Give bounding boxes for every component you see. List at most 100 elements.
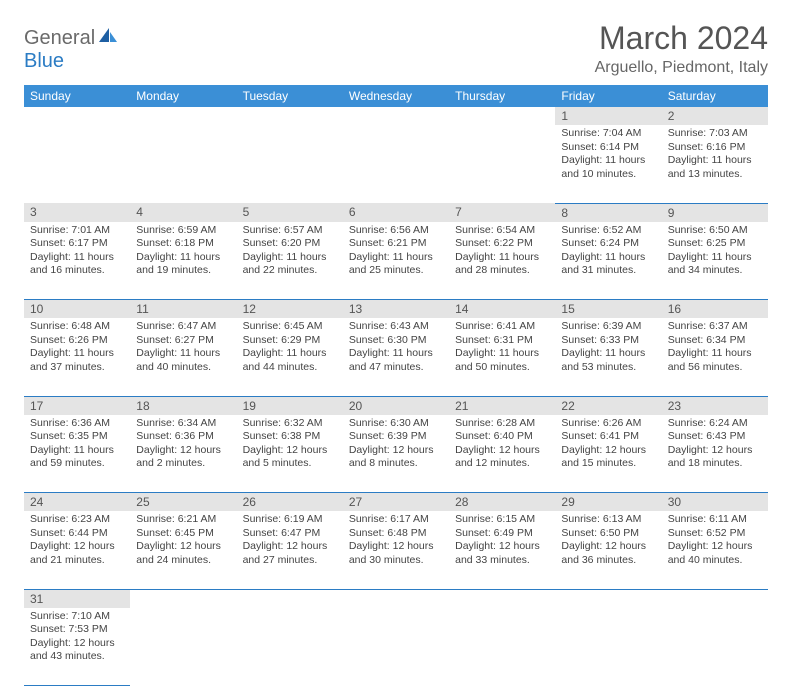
day-details: Sunrise: 6:32 AMSunset: 6:38 PMDaylight:… <box>237 415 343 476</box>
day-content-cell <box>237 608 343 686</box>
day-details: Sunrise: 6:37 AMSunset: 6:34 PMDaylight:… <box>662 318 768 379</box>
day-content-cell: Sunrise: 6:37 AMSunset: 6:34 PMDaylight:… <box>662 318 768 396</box>
day-number-cell: 26 <box>237 493 343 512</box>
day-content-cell: Sunrise: 6:57 AMSunset: 6:20 PMDaylight:… <box>237 222 343 300</box>
day-number-cell: 24 <box>24 493 130 512</box>
day-number-cell: 13 <box>343 300 449 319</box>
day-details: Sunrise: 6:45 AMSunset: 6:29 PMDaylight:… <box>237 318 343 379</box>
day-details: Sunrise: 6:13 AMSunset: 6:50 PMDaylight:… <box>555 511 661 572</box>
brand-text: GeneralBlue <box>24 26 119 73</box>
day-number-cell: 31 <box>24 589 130 608</box>
day-details: Sunrise: 6:28 AMSunset: 6:40 PMDaylight:… <box>449 415 555 476</box>
day-content-cell <box>449 125 555 203</box>
day-content-cell: Sunrise: 6:34 AMSunset: 6:36 PMDaylight:… <box>130 415 236 493</box>
weekday-header: Tuesday <box>237 85 343 107</box>
day-content-cell: Sunrise: 6:21 AMSunset: 6:45 PMDaylight:… <box>130 511 236 589</box>
day-content-cell: Sunrise: 6:43 AMSunset: 6:30 PMDaylight:… <box>343 318 449 396</box>
day-content-cell: Sunrise: 7:04 AMSunset: 6:14 PMDaylight:… <box>555 125 661 203</box>
day-content-cell: Sunrise: 6:52 AMSunset: 6:24 PMDaylight:… <box>555 222 661 300</box>
day-details: Sunrise: 6:54 AMSunset: 6:22 PMDaylight:… <box>449 222 555 283</box>
day-number-cell <box>343 107 449 125</box>
day-content-cell: Sunrise: 6:11 AMSunset: 6:52 PMDaylight:… <box>662 511 768 589</box>
day-content-cell: Sunrise: 6:13 AMSunset: 6:50 PMDaylight:… <box>555 511 661 589</box>
day-number-cell: 21 <box>449 396 555 415</box>
day-number-cell <box>555 589 661 608</box>
day-details: Sunrise: 6:57 AMSunset: 6:20 PMDaylight:… <box>237 222 343 283</box>
day-number-cell <box>449 107 555 125</box>
day-details: Sunrise: 6:36 AMSunset: 6:35 PMDaylight:… <box>24 415 130 476</box>
day-number-cell: 4 <box>130 203 236 222</box>
day-details: Sunrise: 6:56 AMSunset: 6:21 PMDaylight:… <box>343 222 449 283</box>
daynum-row: 10111213141516 <box>24 300 768 319</box>
day-content-cell <box>343 608 449 686</box>
day-content-cell: Sunrise: 6:15 AMSunset: 6:49 PMDaylight:… <box>449 511 555 589</box>
page-title: March 2024 <box>595 20 768 57</box>
day-content-cell: Sunrise: 7:03 AMSunset: 6:16 PMDaylight:… <box>662 125 768 203</box>
day-details: Sunrise: 6:17 AMSunset: 6:48 PMDaylight:… <box>343 511 449 572</box>
day-number-cell: 5 <box>237 203 343 222</box>
day-details: Sunrise: 6:47 AMSunset: 6:27 PMDaylight:… <box>130 318 236 379</box>
weekday-header: Monday <box>130 85 236 107</box>
day-number-cell <box>130 589 236 608</box>
weekday-header: Saturday <box>662 85 768 107</box>
day-content-cell <box>555 608 661 686</box>
day-number-cell: 27 <box>343 493 449 512</box>
weekday-header: Wednesday <box>343 85 449 107</box>
day-number-cell: 12 <box>237 300 343 319</box>
day-details: Sunrise: 7:04 AMSunset: 6:14 PMDaylight:… <box>555 125 661 186</box>
day-details: Sunrise: 6:48 AMSunset: 6:26 PMDaylight:… <box>24 318 130 379</box>
day-content-cell: Sunrise: 6:56 AMSunset: 6:21 PMDaylight:… <box>343 222 449 300</box>
day-number-cell: 9 <box>662 203 768 222</box>
day-number-cell: 10 <box>24 300 130 319</box>
day-number-cell: 23 <box>662 396 768 415</box>
day-details: Sunrise: 6:30 AMSunset: 6:39 PMDaylight:… <box>343 415 449 476</box>
day-content-cell: Sunrise: 7:01 AMSunset: 6:17 PMDaylight:… <box>24 222 130 300</box>
day-content-cell: Sunrise: 6:28 AMSunset: 6:40 PMDaylight:… <box>449 415 555 493</box>
brand-part2: Blue <box>24 50 64 72</box>
day-details: Sunrise: 6:52 AMSunset: 6:24 PMDaylight:… <box>555 222 661 283</box>
day-number-cell: 22 <box>555 396 661 415</box>
day-content-cell: Sunrise: 6:23 AMSunset: 6:44 PMDaylight:… <box>24 511 130 589</box>
weekday-header: Thursday <box>449 85 555 107</box>
day-details: Sunrise: 6:34 AMSunset: 6:36 PMDaylight:… <box>130 415 236 476</box>
location: Arguello, Piedmont, Italy <box>595 59 768 77</box>
day-content-cell: Sunrise: 6:47 AMSunset: 6:27 PMDaylight:… <box>130 318 236 396</box>
content-row: Sunrise: 7:04 AMSunset: 6:14 PMDaylight:… <box>24 125 768 203</box>
content-row: Sunrise: 6:48 AMSunset: 6:26 PMDaylight:… <box>24 318 768 396</box>
day-content-cell: Sunrise: 6:36 AMSunset: 6:35 PMDaylight:… <box>24 415 130 493</box>
day-content-cell <box>449 608 555 686</box>
day-content-cell: Sunrise: 7:10 AMSunset: 7:53 PMDaylight:… <box>24 608 130 686</box>
day-number-cell <box>449 589 555 608</box>
day-details: Sunrise: 7:01 AMSunset: 6:17 PMDaylight:… <box>24 222 130 283</box>
day-number-cell: 1 <box>555 107 661 125</box>
day-details: Sunrise: 7:03 AMSunset: 6:16 PMDaylight:… <box>662 125 768 186</box>
daynum-row: 12 <box>24 107 768 125</box>
day-content-cell: Sunrise: 6:17 AMSunset: 6:48 PMDaylight:… <box>343 511 449 589</box>
day-content-cell <box>130 608 236 686</box>
day-details: Sunrise: 6:39 AMSunset: 6:33 PMDaylight:… <box>555 318 661 379</box>
day-content-cell <box>24 125 130 203</box>
daynum-row: 17181920212223 <box>24 396 768 415</box>
day-details: Sunrise: 6:23 AMSunset: 6:44 PMDaylight:… <box>24 511 130 572</box>
content-row: Sunrise: 6:36 AMSunset: 6:35 PMDaylight:… <box>24 415 768 493</box>
day-details: Sunrise: 6:50 AMSunset: 6:25 PMDaylight:… <box>662 222 768 283</box>
day-number-cell: 17 <box>24 396 130 415</box>
calendar-table: SundayMondayTuesdayWednesdayThursdayFrid… <box>24 85 768 686</box>
title-block: March 2024 Arguello, Piedmont, Italy <box>595 20 768 77</box>
day-details: Sunrise: 6:11 AMSunset: 6:52 PMDaylight:… <box>662 511 768 572</box>
day-content-cell: Sunrise: 6:48 AMSunset: 6:26 PMDaylight:… <box>24 318 130 396</box>
day-number-cell: 25 <box>130 493 236 512</box>
day-content-cell: Sunrise: 6:19 AMSunset: 6:47 PMDaylight:… <box>237 511 343 589</box>
day-content-cell: Sunrise: 6:39 AMSunset: 6:33 PMDaylight:… <box>555 318 661 396</box>
day-number-cell <box>24 107 130 125</box>
day-number-cell: 8 <box>555 203 661 222</box>
day-content-cell: Sunrise: 6:32 AMSunset: 6:38 PMDaylight:… <box>237 415 343 493</box>
day-number-cell <box>237 107 343 125</box>
day-details: Sunrise: 6:41 AMSunset: 6:31 PMDaylight:… <box>449 318 555 379</box>
day-content-cell: Sunrise: 6:24 AMSunset: 6:43 PMDaylight:… <box>662 415 768 493</box>
day-number-cell <box>237 589 343 608</box>
brand-part1: General <box>24 27 95 49</box>
day-number-cell: 7 <box>449 203 555 222</box>
day-content-cell: Sunrise: 6:59 AMSunset: 6:18 PMDaylight:… <box>130 222 236 300</box>
day-number-cell: 16 <box>662 300 768 319</box>
